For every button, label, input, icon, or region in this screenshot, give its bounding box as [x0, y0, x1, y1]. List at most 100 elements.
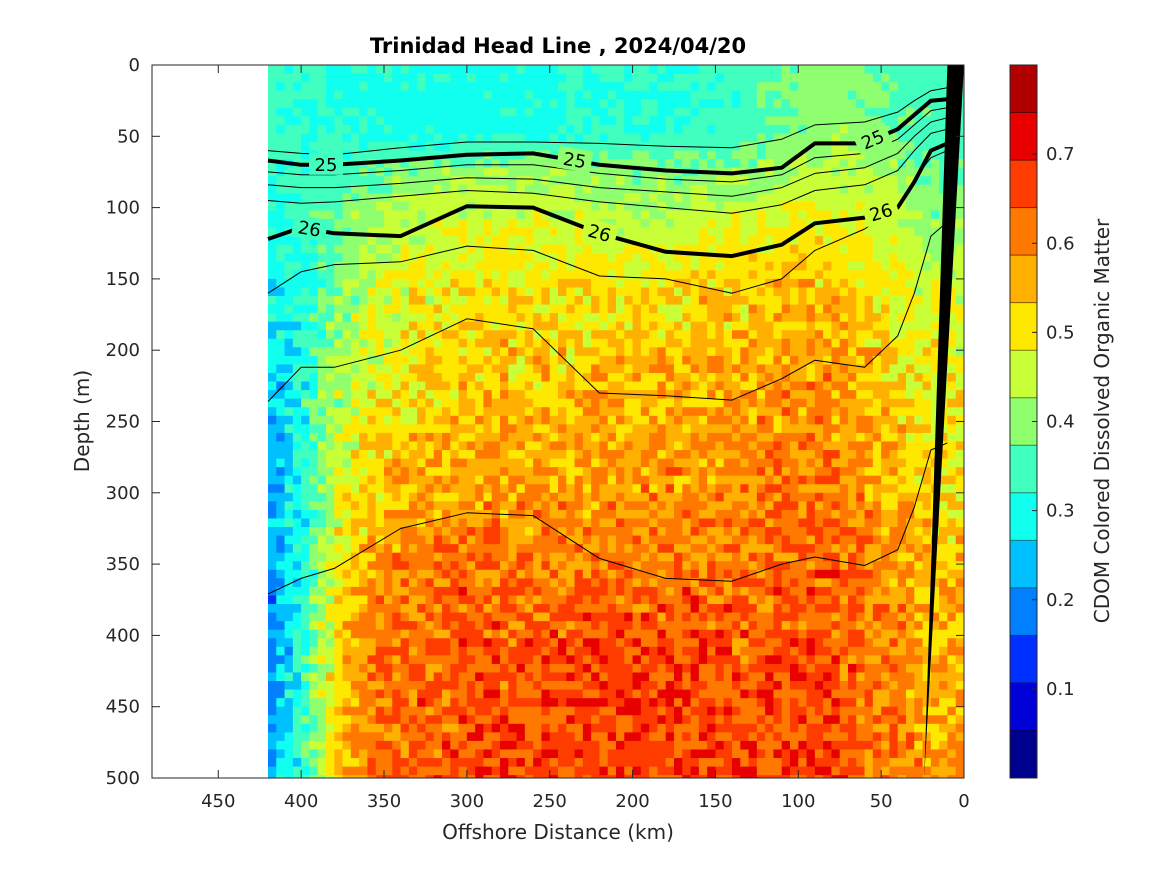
heat-cell [508, 578, 518, 588]
heat-cell [632, 569, 642, 579]
heat-cell [674, 184, 683, 194]
heat-cell [450, 304, 460, 314]
heat-cell [756, 159, 766, 169]
heat-cell [442, 450, 451, 460]
heat-cell [508, 484, 518, 494]
heat-cell [284, 296, 294, 306]
heat-cell [574, 732, 584, 742]
heat-cell [268, 150, 277, 160]
heat-cell [698, 544, 708, 554]
heat-cell [541, 201, 551, 212]
heat-cell [690, 689, 700, 699]
heat-cell [425, 296, 435, 306]
heat-cell [491, 604, 501, 614]
heat-cell [732, 116, 741, 126]
heat-cell [607, 492, 617, 502]
heat-cell [616, 706, 625, 716]
heat-cell [582, 278, 592, 289]
heat-cell [342, 253, 352, 263]
heat-cell [442, 167, 451, 177]
heat-cell [632, 364, 642, 374]
heat-cell [483, 415, 493, 425]
heat-cell [632, 458, 642, 468]
heat-cell [748, 321, 758, 331]
heat-cell [400, 458, 410, 468]
heat-cell [483, 73, 493, 83]
heat-cell [442, 90, 451, 100]
heat-cell [400, 184, 410, 194]
heat-cell [698, 82, 708, 92]
heat-cell [549, 330, 559, 340]
heat-cell [690, 253, 700, 263]
heat-cell [516, 193, 526, 203]
heat-cell [533, 758, 543, 768]
heat-cell [624, 193, 634, 203]
heat-cell [732, 646, 741, 656]
heat-cell [624, 535, 634, 545]
heat-cell [458, 381, 468, 391]
heat-cell [674, 578, 683, 588]
heat-cell [715, 595, 725, 605]
heat-cell [359, 82, 369, 92]
heat-cell [707, 304, 717, 314]
heat-cell [268, 219, 277, 229]
heat-cell [292, 586, 302, 597]
heat-cell [599, 766, 609, 776]
heat-cell [350, 775, 360, 778]
heat-cell [682, 766, 692, 776]
heat-cell [516, 227, 526, 237]
heat-cell [756, 381, 766, 391]
heat-cell [417, 561, 427, 571]
heat-cell [433, 65, 443, 75]
heat-cell [574, 236, 584, 246]
heat-cell [649, 321, 659, 331]
heat-cell [582, 569, 592, 579]
heat-cell [408, 270, 418, 280]
heat-cell [442, 561, 451, 571]
heat-cell [707, 201, 717, 212]
heat-cell [558, 253, 567, 263]
heat-cell [384, 621, 393, 631]
heat-cell [301, 65, 311, 75]
heat-cell [591, 142, 601, 152]
heat-cell [632, 407, 642, 417]
heat-cell [541, 484, 551, 494]
heat-cell [268, 689, 277, 699]
heat-cell [375, 415, 385, 425]
heat-cell [607, 518, 617, 528]
heat-cell [268, 467, 277, 477]
heat-cell [400, 595, 410, 605]
heat-cell [607, 646, 617, 656]
heat-cell [268, 595, 277, 605]
heat-cell [350, 201, 360, 212]
heat-cell [707, 775, 717, 778]
heat-cell [458, 732, 468, 742]
heat-cell [682, 321, 692, 331]
heat-cell [698, 450, 708, 460]
heat-cell [276, 73, 286, 83]
heat-cell [649, 304, 659, 314]
heat-cell [284, 176, 294, 186]
heat-cell [632, 535, 642, 545]
heat-cell [599, 706, 609, 716]
heat-cell [715, 415, 725, 425]
heat-cell [500, 450, 509, 460]
heat-cell [574, 578, 584, 588]
heat-cell [301, 184, 311, 194]
heat-cell [392, 467, 402, 477]
heat-cell [748, 586, 758, 597]
heat-cell [491, 347, 501, 357]
heat-cell [533, 236, 543, 246]
heat-cell [640, 527, 650, 537]
heat-cell [616, 287, 625, 297]
heat-cell [475, 518, 485, 528]
heat-cell [433, 236, 443, 246]
heat-cell [533, 467, 543, 477]
heat-cell [707, 535, 717, 545]
heat-cell [466, 116, 476, 126]
heat-cell [458, 544, 468, 554]
heat-cell [384, 116, 393, 126]
heat-cell [326, 740, 335, 751]
heat-cell [334, 492, 344, 502]
heat-cell [276, 65, 286, 75]
